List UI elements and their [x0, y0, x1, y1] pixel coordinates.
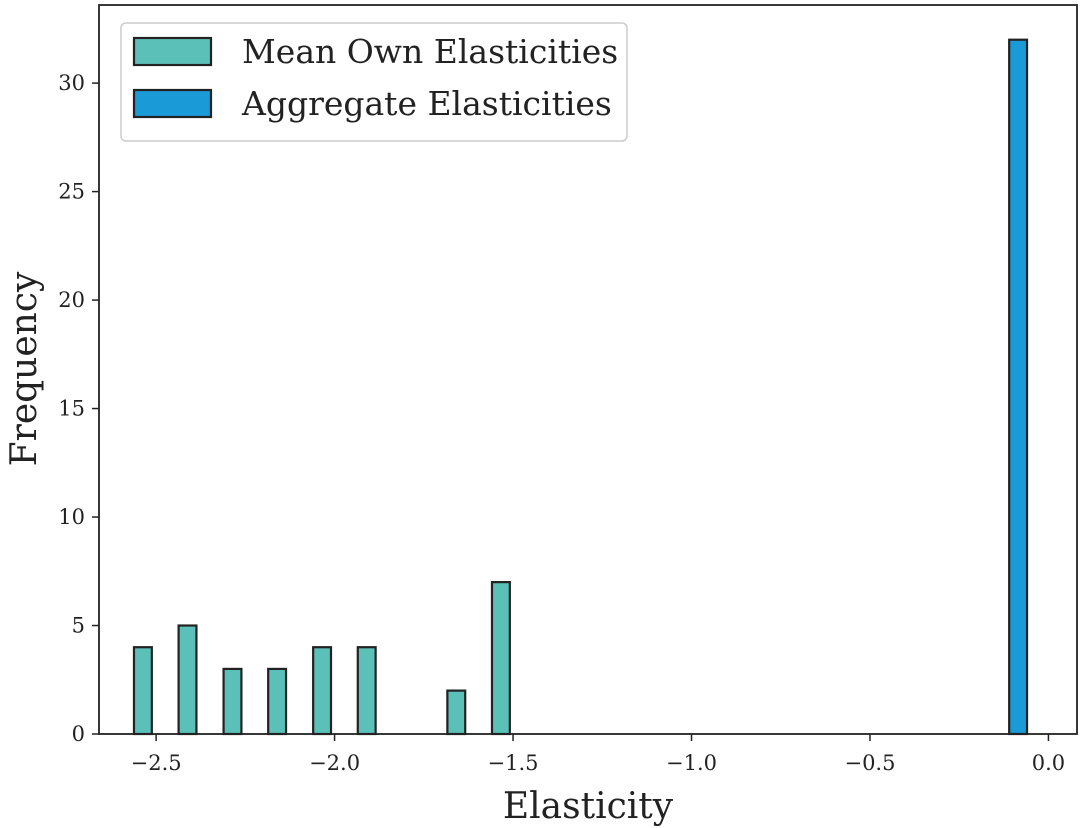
legend-swatch-2: [132, 88, 213, 119]
bar-series-1-9: [490, 581, 511, 736]
y-tick-label: 0: [72, 722, 85, 746]
x-axis: −2.5 −2.0 −1.5 −1.0 −0.5 0.0: [131, 734, 1065, 775]
bar-series-1-2: [177, 624, 198, 736]
x-tick-label: −1.5: [488, 751, 539, 775]
legend-label-1: Mean Own Elasticities: [242, 32, 618, 71]
bars: [132, 38, 1029, 736]
x-tick-label: −2.0: [309, 751, 360, 775]
legend-box: [120, 22, 628, 142]
x-tick-label: −2.5: [131, 751, 182, 775]
legend: Mean Own Elasticities Aggregate Elasticit…: [120, 22, 628, 142]
bar-series-1-8: [446, 689, 467, 736]
bar-series-1-4: [267, 667, 288, 736]
bar-series-1-1: [132, 646, 153, 736]
y-tick-label: 15: [58, 397, 85, 421]
legend-label-2: Aggregate Elasticities: [241, 84, 612, 123]
bar-series-1-3: [222, 667, 243, 736]
axes-frame: [98, 4, 1078, 735]
y-tick-label: 30: [58, 71, 85, 95]
legend-swatch-1: [132, 36, 213, 67]
x-tick-label: −0.5: [844, 751, 895, 775]
y-axis-title: Frequency: [4, 271, 45, 466]
y-tick-label: 20: [58, 288, 85, 312]
y-tick-label: 25: [58, 180, 85, 204]
x-tick-label: 0.0: [1032, 751, 1065, 775]
bar-series-2-1: [1008, 38, 1029, 736]
x-tick-label: −1.0: [666, 751, 717, 775]
y-tick-label: 10: [58, 505, 85, 529]
x-axis-title: Elasticity: [503, 786, 674, 827]
y-tick-label: 5: [72, 614, 85, 638]
y-axis: 0 5 10 15 20 25 30: [58, 71, 99, 746]
bar-series-1-6: [356, 646, 377, 736]
bar-series-1-5: [312, 646, 333, 736]
